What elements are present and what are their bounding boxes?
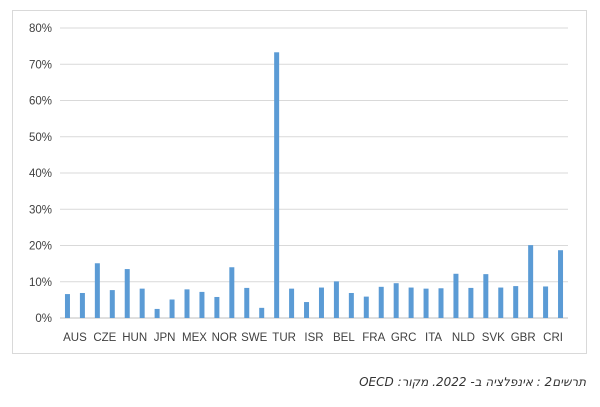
x-tick-label: CRI xyxy=(543,332,563,344)
y-tick-label: 0% xyxy=(35,313,52,325)
bar xyxy=(274,52,280,318)
x-tick-label: NLD xyxy=(452,332,475,344)
x-tick-label: SWE xyxy=(241,332,268,344)
bars xyxy=(64,52,564,318)
bar xyxy=(199,291,205,318)
gridlines xyxy=(60,27,568,319)
bar xyxy=(94,263,100,318)
y-tick-label: 10% xyxy=(29,277,52,289)
bar xyxy=(109,290,115,318)
x-tick-label: TUR xyxy=(272,332,296,344)
bar xyxy=(453,273,459,318)
x-tick-label: AUS xyxy=(63,332,87,344)
x-tick-label: SVK xyxy=(482,332,505,344)
bar xyxy=(229,267,235,318)
y-tick-label: 20% xyxy=(29,241,52,253)
bar xyxy=(348,292,354,318)
bar xyxy=(154,308,160,318)
bar xyxy=(378,286,384,318)
bar xyxy=(318,287,324,318)
x-tick-label: GBR xyxy=(511,332,536,344)
bar xyxy=(289,288,295,318)
bar xyxy=(393,283,399,318)
bar xyxy=(363,296,369,318)
bar xyxy=(304,302,310,318)
bar xyxy=(408,287,414,318)
bar xyxy=(513,286,519,318)
bar xyxy=(333,281,339,318)
x-tick-label: ITA xyxy=(425,332,442,344)
y-tick-label: 80% xyxy=(29,23,52,35)
x-axis-tick-labels: AUS CZE HUN JPN MEX NOR SWE TUR ISR BEL FRA GRC ITA N… xyxy=(63,332,563,344)
x-tick-label: MEX xyxy=(182,332,207,344)
y-tick-label: 50% xyxy=(29,132,52,144)
bar xyxy=(244,287,250,318)
bar xyxy=(64,294,70,318)
bar xyxy=(558,250,564,318)
bar xyxy=(543,286,549,318)
x-tick-label: CZE xyxy=(93,332,116,344)
y-axis-tick-labels: 0% 10% 20% 30% 40% 50% 60% 70% 80% xyxy=(29,23,52,325)
y-tick-label: 40% xyxy=(29,168,52,180)
y-tick-label: 60% xyxy=(29,96,52,108)
bar xyxy=(438,288,444,318)
x-tick-label: GRC xyxy=(391,332,417,344)
bar xyxy=(528,245,534,318)
chart-caption: תרשים2 : אינפלציה ב- 2022. מקור: OECD xyxy=(359,375,586,389)
bar xyxy=(184,289,190,318)
bar xyxy=(214,296,220,318)
bar xyxy=(169,299,175,318)
bar xyxy=(139,288,145,318)
bar xyxy=(483,274,489,318)
x-tick-label: HUN xyxy=(122,332,147,344)
x-tick-label: NOR xyxy=(212,332,238,344)
bar xyxy=(423,288,429,318)
x-tick-label: JPN xyxy=(154,332,176,344)
x-tick-label: BEL xyxy=(333,332,355,344)
bar xyxy=(79,292,85,318)
bar xyxy=(498,287,504,318)
bar xyxy=(468,287,474,318)
y-tick-label: 30% xyxy=(29,204,52,216)
y-tick-label: 70% xyxy=(29,59,52,71)
x-tick-label: FRA xyxy=(362,332,385,344)
x-tick-label: ISR xyxy=(304,332,323,344)
bar xyxy=(259,307,265,318)
bar xyxy=(124,269,130,318)
chart-frame xyxy=(12,10,587,354)
